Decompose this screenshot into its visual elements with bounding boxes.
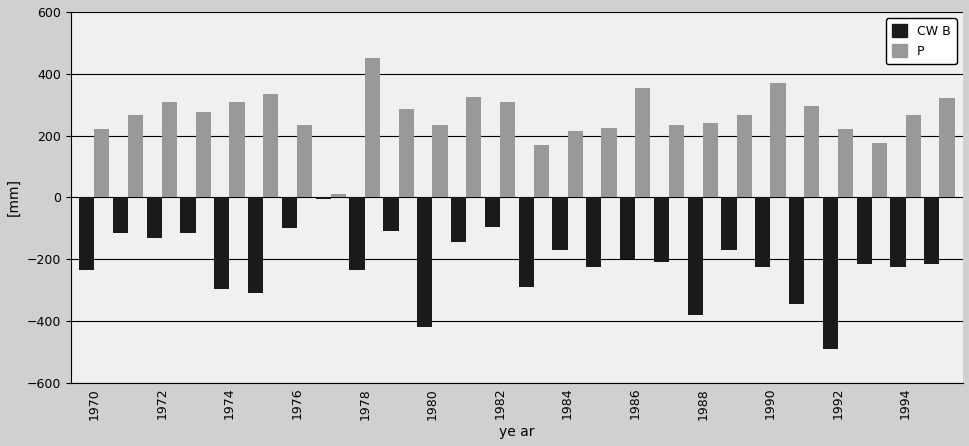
Bar [263, 94, 278, 198]
Bar [890, 198, 905, 267]
Bar [653, 198, 669, 262]
Bar [78, 198, 94, 270]
Bar [905, 116, 920, 198]
Bar [94, 129, 109, 198]
Bar [112, 198, 128, 233]
Bar [721, 198, 735, 250]
Bar [214, 198, 230, 289]
Bar [180, 198, 196, 233]
Bar [432, 125, 447, 198]
Y-axis label: [mm]: [mm] [7, 178, 21, 216]
Bar [248, 198, 263, 293]
Bar [735, 116, 751, 198]
Bar [788, 198, 803, 304]
Bar [383, 198, 398, 231]
Bar [755, 198, 769, 267]
Bar [146, 198, 162, 238]
Bar [518, 198, 533, 287]
Bar [635, 88, 649, 198]
Bar [330, 194, 346, 198]
Bar [551, 198, 567, 250]
Bar [923, 198, 938, 264]
Bar [856, 198, 871, 264]
Bar [484, 198, 499, 227]
Bar [349, 198, 364, 270]
Bar [687, 198, 702, 315]
Bar [315, 198, 330, 199]
Bar [230, 102, 244, 198]
Bar [567, 131, 582, 198]
Bar [702, 123, 717, 198]
Legend: CW B, P: CW B, P [885, 18, 955, 64]
Bar [128, 116, 143, 198]
Bar [282, 198, 297, 228]
Bar [466, 97, 481, 198]
Bar [499, 102, 515, 198]
Bar [837, 129, 853, 198]
Bar [398, 109, 414, 198]
Bar [871, 143, 886, 198]
Bar [822, 198, 837, 349]
Bar [669, 125, 683, 198]
Bar [601, 128, 616, 198]
Bar [803, 106, 819, 198]
Bar [196, 112, 210, 198]
Bar [533, 145, 548, 198]
Bar [297, 125, 312, 198]
X-axis label: ye ar: ye ar [499, 425, 534, 439]
Bar [769, 83, 785, 198]
Bar [938, 99, 953, 198]
Bar [585, 198, 601, 267]
Bar [162, 102, 177, 198]
Bar [417, 198, 432, 327]
Bar [619, 198, 635, 259]
Bar [451, 198, 466, 242]
Bar [364, 58, 380, 198]
